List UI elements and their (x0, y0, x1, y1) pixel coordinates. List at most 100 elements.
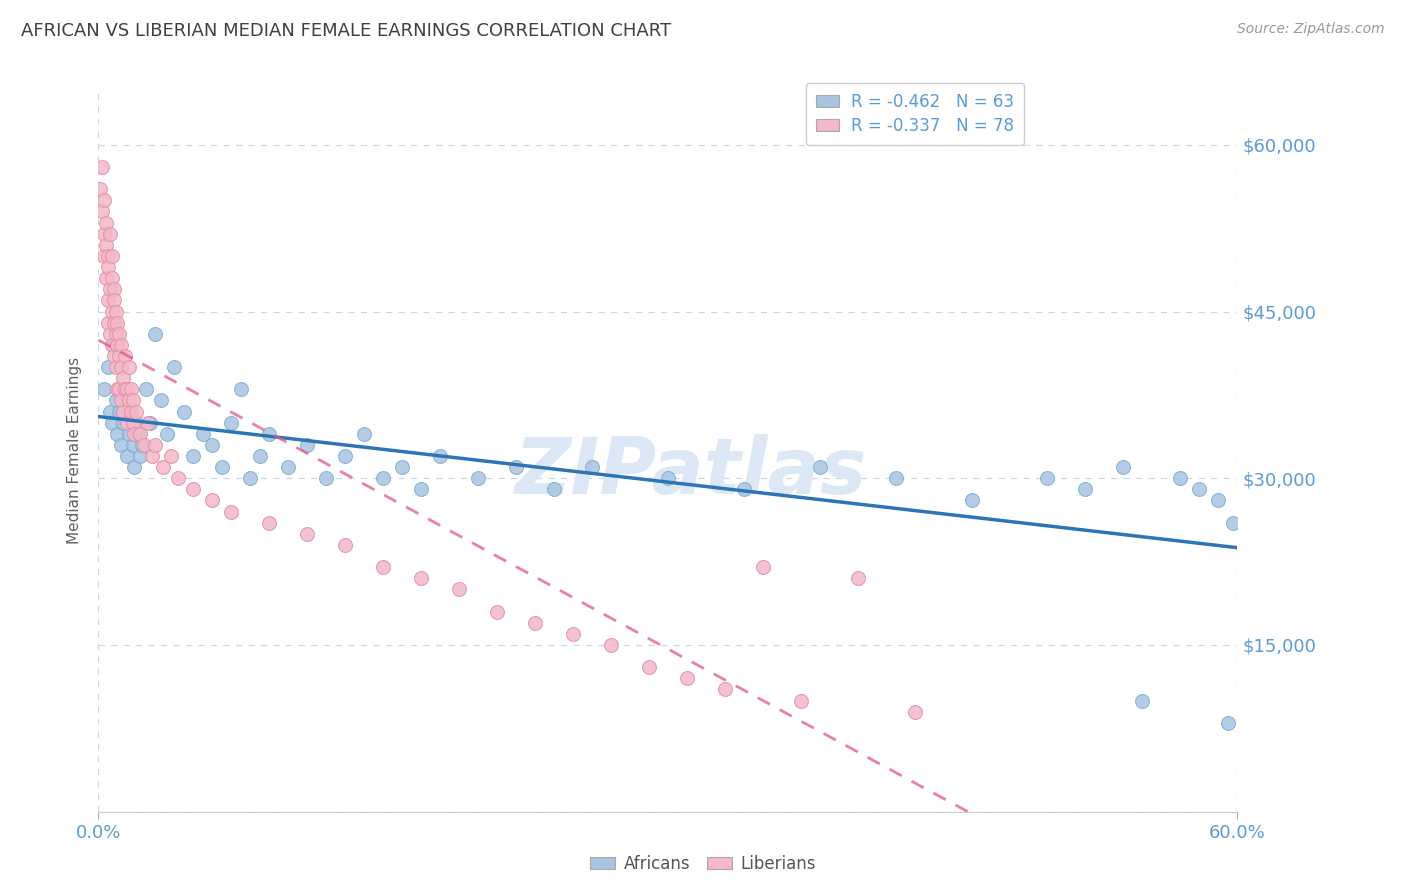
Point (714, 682, 737, 697)
Point (145, 438, 167, 452)
Point (259, 516, 281, 530)
Point (97, 360, 120, 375)
Point (118, 426, 141, 441)
Point (315, 471, 337, 485)
Point (118, 393, 141, 408)
Point (353, 426, 375, 441)
Point (371, 560, 394, 574)
Point (89, 182, 111, 196)
Point (163, 360, 186, 375)
Point (229, 382, 252, 396)
Point (127, 426, 149, 441)
Point (808, 460, 831, 475)
Point (156, 426, 179, 441)
Point (486, 605, 509, 619)
Point (121, 393, 143, 408)
Point (884, 471, 907, 485)
Point (107, 426, 129, 441)
Point (98, 326, 121, 341)
Point (97, 260, 120, 274)
Point (201, 493, 224, 508)
Point (107, 316, 129, 330)
Point (638, 660, 661, 674)
Point (1222, 516, 1244, 530)
Point (1188, 483, 1211, 497)
Point (131, 438, 153, 452)
Point (103, 293, 125, 308)
Point (115, 449, 138, 463)
Point (93, 194, 115, 208)
Point (124, 460, 146, 475)
Point (121, 438, 143, 452)
Point (121, 416, 143, 430)
Point (562, 627, 585, 641)
Point (411, 483, 433, 497)
Point (411, 571, 433, 585)
Text: ZIPatlas: ZIPatlas (515, 434, 866, 510)
Point (159, 449, 181, 463)
Point (97, 316, 120, 330)
Point (110, 393, 132, 408)
Point (249, 449, 271, 463)
Point (110, 360, 132, 375)
Point (124, 426, 146, 441)
Point (167, 471, 190, 485)
Point (108, 326, 131, 341)
Point (94, 237, 117, 252)
Point (108, 404, 131, 418)
Point (100, 338, 122, 352)
Point (600, 638, 623, 652)
Point (104, 393, 127, 408)
Point (103, 282, 125, 296)
Point (145, 326, 167, 341)
Point (108, 349, 131, 363)
Point (221, 416, 243, 430)
Point (97, 249, 120, 263)
Point (259, 426, 281, 441)
Point (752, 560, 775, 574)
Point (118, 360, 141, 375)
Point (132, 438, 155, 452)
Point (94, 271, 117, 285)
Point (110, 438, 132, 452)
Point (112, 416, 135, 430)
Point (98, 404, 121, 418)
Point (1132, 693, 1154, 707)
Point (211, 460, 233, 475)
Text: AFRICAN VS LIBERIAN MEDIAN FEMALE EARNINGS CORRELATION CHART: AFRICAN VS LIBERIAN MEDIAN FEMALE EARNIN… (21, 22, 671, 40)
Point (790, 693, 813, 707)
Point (335, 538, 357, 552)
Point (152, 460, 174, 475)
Point (960, 493, 983, 508)
Point (1112, 460, 1135, 475)
Point (449, 582, 471, 597)
Point (676, 671, 699, 685)
Point (183, 449, 205, 463)
Point (201, 438, 224, 452)
Point (581, 460, 603, 475)
Point (91, 204, 114, 219)
Point (100, 304, 122, 318)
Point (110, 338, 132, 352)
Point (129, 426, 152, 441)
Point (183, 483, 205, 497)
Point (221, 505, 243, 519)
Point (173, 404, 195, 418)
Point (335, 449, 357, 463)
Point (371, 471, 394, 485)
Point (846, 571, 869, 585)
Point (733, 483, 755, 497)
Point (104, 360, 127, 375)
Point (1074, 483, 1097, 497)
Point (150, 393, 173, 408)
Point (129, 449, 152, 463)
Point (93, 227, 115, 241)
Point (94, 216, 117, 230)
Point (1170, 471, 1192, 485)
Point (98, 227, 121, 241)
Point (543, 483, 565, 497)
Point (429, 449, 451, 463)
Point (112, 371, 135, 385)
Point (100, 249, 122, 263)
Point (391, 460, 413, 475)
